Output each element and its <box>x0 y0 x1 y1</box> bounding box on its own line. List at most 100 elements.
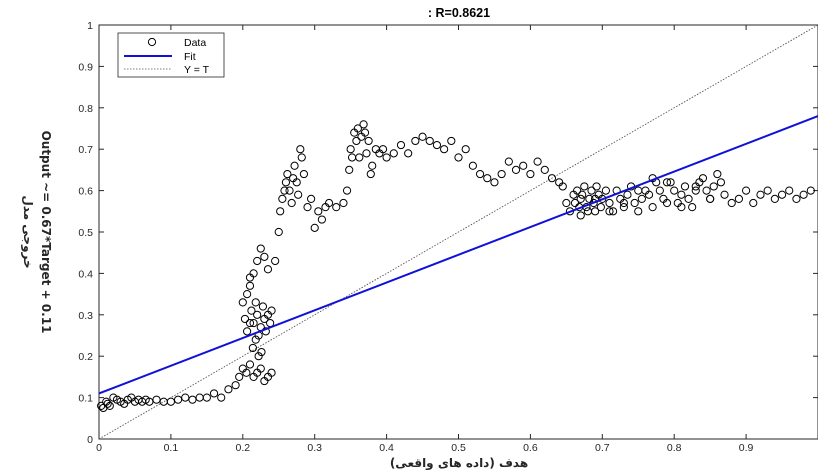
data-point <box>281 178 291 187</box>
data-point <box>713 169 722 179</box>
data-point <box>359 120 368 129</box>
data-point <box>267 368 276 377</box>
x-tick-label: 0.7 <box>595 442 610 454</box>
data-point <box>570 198 580 208</box>
data-point <box>585 194 594 203</box>
data-point <box>274 227 283 237</box>
data-point <box>256 364 265 373</box>
data-point <box>296 145 305 154</box>
data-point <box>242 368 251 377</box>
data-point <box>623 190 632 199</box>
data-point <box>644 190 654 199</box>
data-point <box>630 198 639 208</box>
data-point <box>573 186 582 195</box>
data-point <box>666 178 675 187</box>
data-point <box>260 252 269 261</box>
data-point <box>287 198 296 208</box>
data-point <box>346 145 355 154</box>
data-point <box>276 207 285 216</box>
data-point <box>425 136 434 146</box>
data-point <box>749 198 758 208</box>
data-point <box>483 174 492 183</box>
data-point <box>684 194 693 203</box>
data-point <box>360 128 370 137</box>
x-axis: 0 0.1 0.2 0.3 0.4 0.5 0.6 0.7 0.8 0.9 <box>96 25 754 454</box>
data-point <box>547 174 557 183</box>
data-point <box>103 399 112 408</box>
data-point <box>519 161 528 170</box>
data-point <box>578 190 587 199</box>
data-point <box>596 203 605 212</box>
data-point <box>352 136 361 146</box>
data-point <box>454 153 463 162</box>
data-point <box>727 198 736 208</box>
data-point <box>770 194 779 203</box>
data-point <box>562 198 571 208</box>
data-point <box>238 298 247 307</box>
y-tick-label: 1 <box>87 20 93 32</box>
y-tick-label: 0.8 <box>78 103 93 115</box>
data-point <box>342 186 352 195</box>
data-point <box>504 157 513 166</box>
data-point <box>763 186 772 195</box>
data-point <box>655 186 664 195</box>
data-point <box>245 360 255 369</box>
data-point <box>605 198 614 208</box>
data-point <box>254 352 263 361</box>
data-point <box>404 149 413 158</box>
data-point <box>497 169 506 179</box>
data-point <box>267 306 276 315</box>
data-point <box>366 169 375 179</box>
data-point <box>173 395 183 404</box>
y-tick-label: 0.5 <box>78 227 93 239</box>
data-point <box>490 178 499 187</box>
y-axis: 0 0.1 0.2 0.3 0.4 0.5 0.6 0.7 0.8 0.9 1 <box>78 20 818 446</box>
data-point <box>533 157 542 166</box>
data-point <box>278 194 287 203</box>
data-point <box>245 281 255 290</box>
x-tick-label: 0.3 <box>307 442 322 454</box>
data-point <box>243 327 252 336</box>
data-point <box>105 401 114 410</box>
data-point <box>364 136 373 146</box>
legend: Data Fit Y = T <box>117 32 225 78</box>
data-point <box>251 298 260 307</box>
data-point <box>411 136 420 146</box>
data-point <box>637 194 646 203</box>
data-point <box>362 149 371 158</box>
data-point <box>792 194 801 203</box>
data-point <box>608 207 618 216</box>
data-point <box>601 186 610 195</box>
data-point <box>702 186 711 195</box>
chart-title: : R=0.8621 <box>428 6 490 20</box>
data-point <box>634 186 643 195</box>
data-point <box>734 194 744 203</box>
data-point <box>418 132 427 141</box>
x-tick-label: 0.6 <box>523 442 538 454</box>
data-point <box>634 207 643 216</box>
data-point <box>806 186 815 195</box>
data-point <box>310 223 319 232</box>
x-tick-label: 0.5 <box>451 442 466 454</box>
data-point <box>263 265 273 274</box>
data-point <box>324 198 334 208</box>
data-point <box>283 169 292 179</box>
data-point <box>249 318 258 328</box>
data-point <box>253 256 262 266</box>
legend-label-fit: Fit <box>184 51 196 63</box>
data-point <box>440 145 449 154</box>
data-point <box>576 194 585 203</box>
data-point <box>297 153 306 162</box>
y-axis-label: Output ~= 0.67*Target + 0.11 <box>39 131 53 334</box>
data-point <box>677 190 686 199</box>
data-point <box>240 314 250 324</box>
data-point <box>188 395 197 404</box>
y-tick-label: 0.9 <box>78 61 93 73</box>
y-tick-label: 0.1 <box>78 393 93 405</box>
identity-line <box>98 24 818 440</box>
x-tick-label: 0 <box>96 442 102 454</box>
data-point <box>720 190 729 199</box>
data-point <box>511 165 521 174</box>
data-point <box>209 389 219 398</box>
